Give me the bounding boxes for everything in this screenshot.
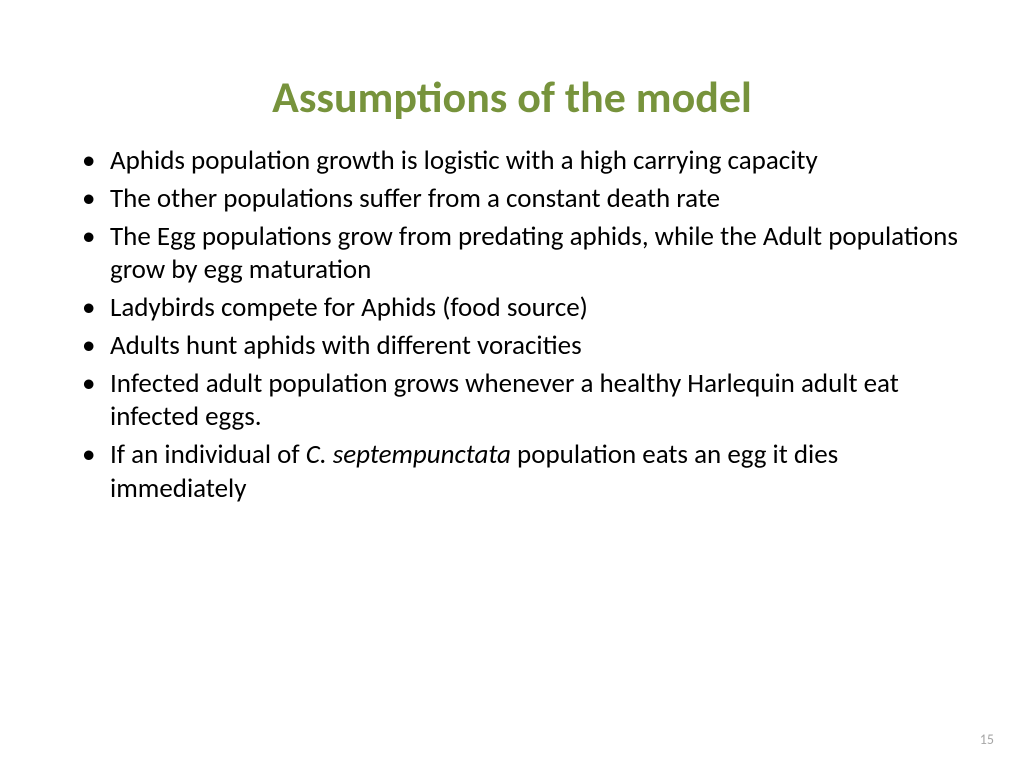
- bullet-item: If an individual of C. septempunctata po…: [80, 438, 964, 506]
- bullet-text-italic: C. septempunctata: [306, 438, 511, 471]
- page-number: 15: [980, 731, 994, 748]
- slide-title: Assumptions of the model: [60, 70, 964, 124]
- bullet-item: Infected adult population grows whenever…: [80, 367, 964, 435]
- bullet-item: The other populations suffer from a cons…: [80, 182, 964, 216]
- bullet-item: Adults hunt aphids with different voraci…: [80, 329, 964, 363]
- bullet-item: The Egg populations grow from predating …: [80, 220, 964, 288]
- bullet-item: Aphids population growth is logistic wit…: [80, 144, 964, 178]
- bullet-list: Aphids population growth is logistic wit…: [60, 144, 964, 506]
- bullet-text-part: If an individual of: [110, 438, 306, 471]
- bullet-item: Ladybirds compete for Aphids (food sourc…: [80, 291, 964, 325]
- slide-container: Assumptions of the model Aphids populati…: [0, 0, 1024, 768]
